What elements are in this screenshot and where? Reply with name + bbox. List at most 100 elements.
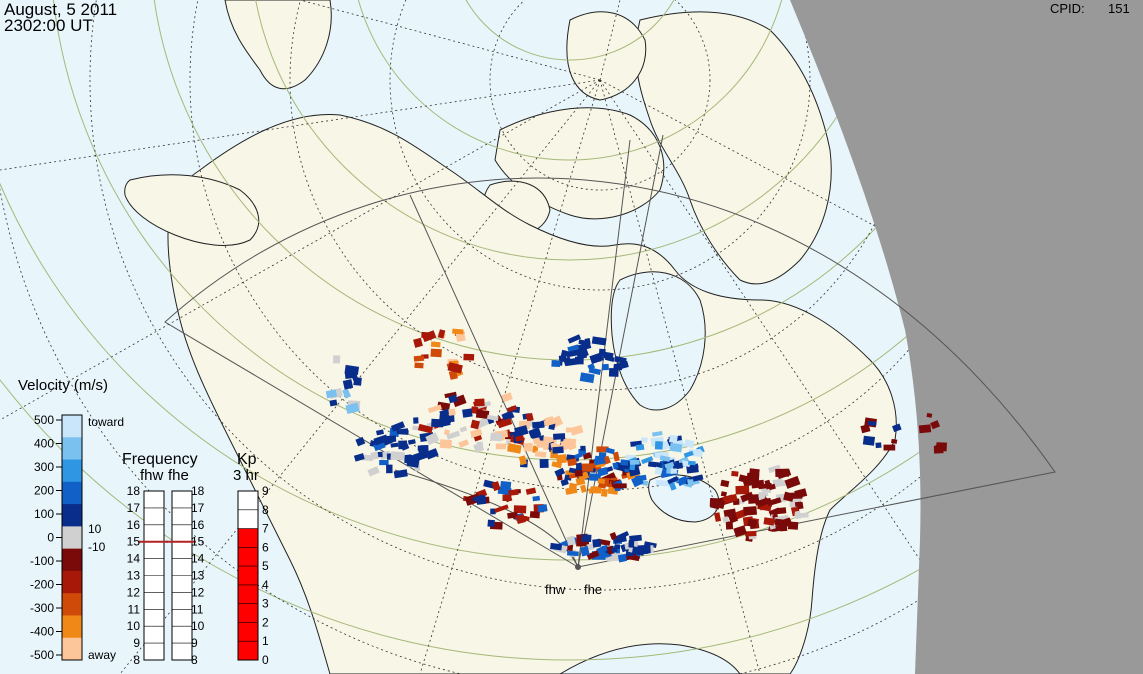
echo-cell [537,504,548,513]
frequency-tick-label: 13 [191,569,205,583]
velocity-color-cell [62,526,82,550]
echo-cell [400,442,410,451]
echo-cell [574,469,583,477]
echo-cell [379,460,389,466]
velocity-tick-label: -500 [30,648,54,662]
echo-cell [767,497,782,507]
velocity-color-cell [62,415,82,438]
kp-tick-label: 0 [262,653,269,667]
echo-cell [592,538,602,548]
echo-cell [386,464,393,474]
frequency-subtitle-fhw: fhw [140,467,164,484]
echo-cell [590,486,602,494]
velocity-color-cell [62,481,82,505]
frequency-subtitle-fhe: fhe [168,467,189,484]
echo-cell [386,435,397,443]
echo-cell [534,450,547,458]
velocity-tick-label: 0 [47,531,54,545]
echo-cell [758,491,766,501]
velocity-tick-label: 400 [34,437,54,451]
echo-cell [486,414,499,422]
ground-scatter-pos-label: 10 [88,522,102,536]
echo-cell [342,379,354,390]
echo-cell [544,416,555,426]
echo-cell [749,477,758,483]
echo-cell [597,478,606,485]
echo-cell [390,421,406,432]
echo-cell [747,518,758,528]
echo-cell [373,434,389,446]
echo-cell [515,514,526,525]
velocity-color-cell [62,615,82,639]
echo-cell [472,494,484,503]
echo-cell [612,462,619,470]
kp-title: Kp [237,451,257,468]
arctic-island-2 [566,11,647,101]
echo-cell [618,534,627,543]
echo-cell [425,448,439,460]
echo-cell [502,494,512,501]
echo-cell [444,391,457,399]
kp-frame [237,490,259,661]
echo-cell [568,482,578,490]
kp-tick-label: 8 [262,503,269,517]
frequency-tick-label: 16 [127,518,141,532]
echo-cell [446,430,461,440]
frequency-tick-label: 10 [127,619,141,633]
echo-cell [508,489,519,496]
echo-cell [332,355,341,364]
echo-cell [462,408,473,418]
echo-cell [683,450,694,458]
echo-cell [494,504,509,513]
echo-cell [763,517,775,526]
echo-cell [620,459,629,466]
velocity-color-cell [62,570,82,594]
frequency-tick-label: 13 [127,569,141,583]
frequency-tick-label: 8 [133,653,140,667]
echo-cell [565,357,579,367]
echo-cell [576,341,592,352]
echo-cell [452,328,464,335]
echo-cell [677,462,683,469]
echo-cell [733,525,747,538]
echo-cell [518,455,527,466]
echo-cell [578,339,588,346]
echo-cell [747,494,759,504]
frequency-tick-label: 10 [191,619,205,633]
echo-cell [407,439,416,445]
echo-cell [617,553,628,563]
echo-cell [550,542,563,551]
echo-cell [417,423,433,434]
echo-cell [553,433,566,440]
echo-cell [637,544,651,554]
echo-cell [497,418,513,429]
echo-cell [501,410,515,422]
echo-cell [470,419,480,430]
velocity-tick-label: 100 [34,507,54,521]
frequency-tick-label: 14 [127,552,141,566]
echo-cell [529,511,540,519]
echo-cell [723,508,737,518]
echo-cell [688,460,696,466]
echo-cell [597,467,608,475]
backscatter-echoes [325,328,947,563]
echo-cell [722,516,730,523]
velocity-tick-label: -300 [30,601,54,615]
echo-cell [862,435,876,446]
echo-cell [644,541,657,549]
echo-cell [867,420,877,427]
echo-cell [589,473,601,481]
echo-cell [430,348,442,358]
echo-cell [669,482,677,491]
frequency-tick-label: 14 [191,552,205,566]
velocity-color-cell [62,548,82,572]
echo-cell [421,330,437,343]
echo-cell [455,332,466,342]
echo-cell [745,530,757,537]
alaska [124,174,260,246]
echo-cell [875,442,882,449]
echo-cell [635,474,647,482]
echo-cell [575,477,586,486]
